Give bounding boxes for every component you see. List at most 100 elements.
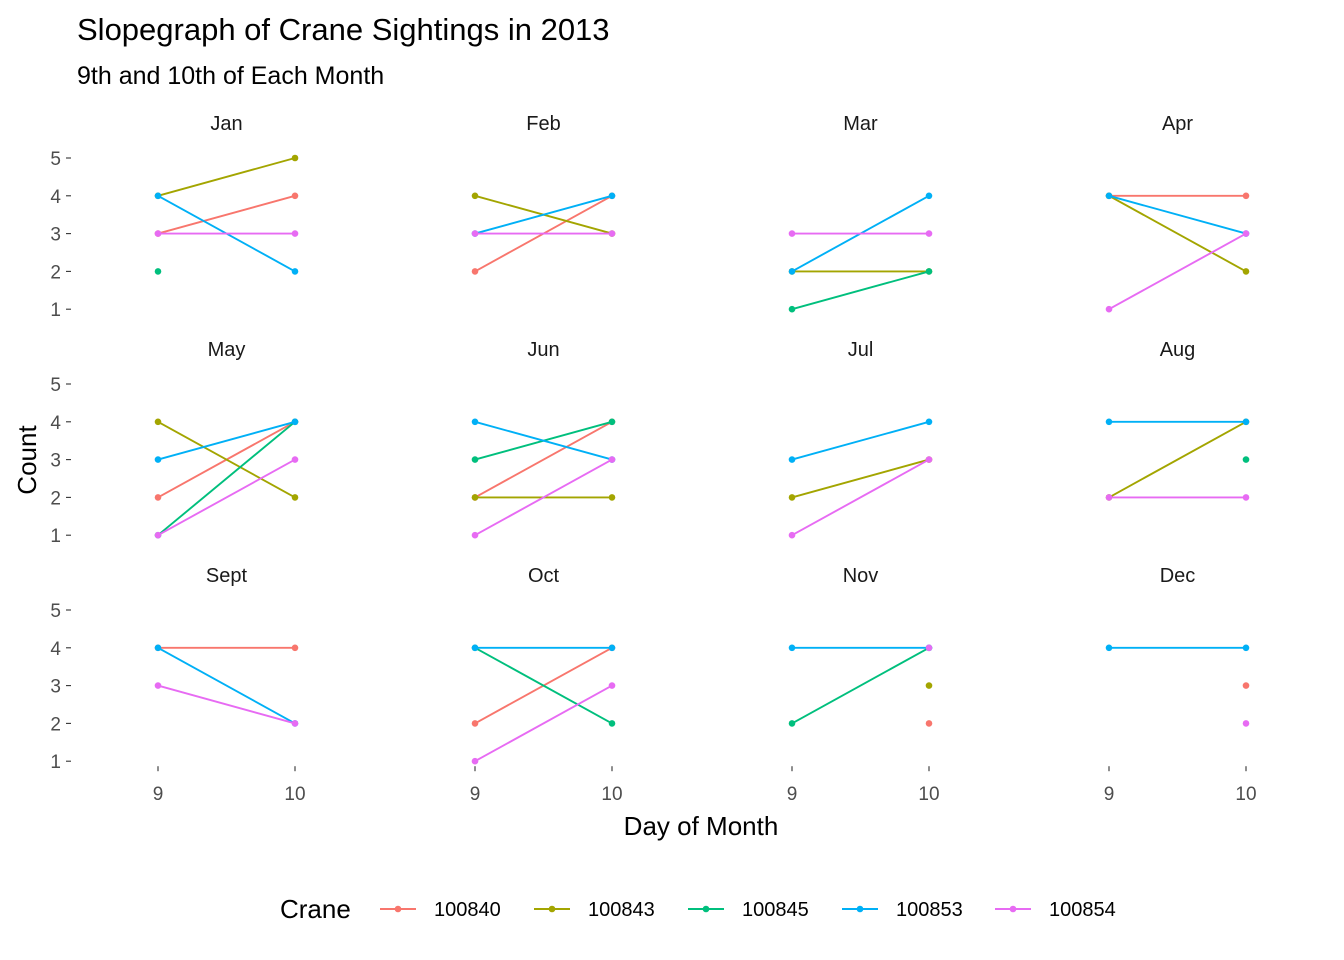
data-point-100854 xyxy=(925,456,933,463)
x-tick-label: 10 xyxy=(284,784,305,805)
data-point-100845 xyxy=(788,720,796,727)
series-line-100843 xyxy=(157,157,296,197)
y-tick-label: 2 xyxy=(50,262,61,283)
strip-label: Nov xyxy=(843,565,879,587)
data-point-100853 xyxy=(291,418,299,426)
strip-label: Sept xyxy=(206,565,248,587)
data-point-100853 xyxy=(788,268,796,275)
x-tick-label: 10 xyxy=(918,784,939,805)
series-line-100854 xyxy=(791,458,930,537)
legend-item-100843: 100843 xyxy=(534,899,655,921)
series-line-100854 xyxy=(1108,232,1247,311)
panel-jan: Jan 1 2 3 4 5 xyxy=(50,113,299,321)
panel-oct: Oct 9 10 xyxy=(470,565,623,805)
data-point-100840 xyxy=(471,268,479,275)
x-tick-label: 9 xyxy=(470,784,481,805)
legend-item-100854: 100854 xyxy=(995,899,1116,921)
data-point-100853 xyxy=(608,644,616,652)
y-tick-label: 3 xyxy=(50,677,61,698)
legend-key-point xyxy=(1009,905,1017,913)
data-point-100845 xyxy=(608,418,616,426)
series-line-100853 xyxy=(791,420,930,461)
panel-apr: Apr xyxy=(1105,113,1250,313)
panel-jun: Jun xyxy=(471,339,616,539)
data-point-100843 xyxy=(291,494,299,501)
data-point-100854 xyxy=(154,230,162,237)
panel-nov: Nov 9 10 xyxy=(787,565,940,805)
data-point-100854 xyxy=(291,456,299,463)
data-point-100840 xyxy=(1242,682,1250,689)
data-point-100845 xyxy=(1242,456,1250,463)
data-point-100840 xyxy=(471,720,479,727)
legend-label: 100853 xyxy=(896,899,963,921)
series-line-100853 xyxy=(157,420,296,461)
y-tick-label: 2 xyxy=(50,714,61,735)
chart-subtitle: 9th and 10th of Each Month xyxy=(77,62,384,90)
series-line-100854 xyxy=(474,458,613,537)
series-line-100845 xyxy=(791,270,930,311)
data-point-100853 xyxy=(1105,644,1113,652)
data-point-100854 xyxy=(1105,494,1113,501)
data-point-100854 xyxy=(925,230,933,237)
data-point-100853 xyxy=(788,644,796,652)
data-point-100840 xyxy=(925,720,933,727)
x-tick-label: 9 xyxy=(153,784,164,805)
data-point-100840 xyxy=(291,644,299,652)
y-axis-title: Count xyxy=(12,425,42,495)
series-line-100843 xyxy=(1108,194,1247,273)
y-tick-label: 5 xyxy=(50,375,61,396)
data-point-100854 xyxy=(1105,305,1113,313)
data-point-100854 xyxy=(471,531,479,539)
y-tick-label: 4 xyxy=(50,413,61,434)
y-tick-label: 5 xyxy=(50,601,61,622)
data-point-100854 xyxy=(154,531,162,539)
panel-may: May 1 2 3 4 5 xyxy=(50,339,299,547)
data-point-100853 xyxy=(925,192,933,200)
panel-mar: Mar xyxy=(788,113,933,313)
data-point-100853 xyxy=(471,644,479,652)
series-line-100845 xyxy=(791,646,930,725)
data-point-100854 xyxy=(291,230,299,237)
data-point-100853 xyxy=(1242,644,1250,652)
data-point-100843 xyxy=(471,192,479,200)
series-line-100853 xyxy=(474,194,613,235)
data-point-100853 xyxy=(471,418,479,426)
data-point-100854 xyxy=(471,757,479,765)
data-point-100853 xyxy=(608,192,616,200)
strip-label: Mar xyxy=(843,113,878,135)
strip-label: Feb xyxy=(526,113,560,135)
data-point-100853 xyxy=(925,418,933,426)
data-point-100854 xyxy=(788,531,796,539)
data-point-100853 xyxy=(154,644,162,652)
data-point-100845 xyxy=(471,456,479,463)
series-line-100853 xyxy=(1108,194,1247,235)
data-point-100854 xyxy=(154,682,162,689)
y-tick-label: 4 xyxy=(50,187,61,208)
panel-aug: Aug xyxy=(1105,339,1250,501)
x-tick-label: 9 xyxy=(1104,784,1115,805)
series-line-100854 xyxy=(157,684,296,725)
legend-label: 100854 xyxy=(1049,899,1116,921)
y-tick-label: 2 xyxy=(50,488,61,509)
data-point-100843 xyxy=(1242,268,1250,275)
legend-item-100845: 100845 xyxy=(688,899,809,921)
data-point-100845 xyxy=(608,720,616,727)
series-line-100843 xyxy=(157,420,296,499)
y-tick-label: 5 xyxy=(50,149,61,170)
panel-jul: Jul xyxy=(788,339,933,539)
y-tick-label: 4 xyxy=(50,639,61,660)
y-tick-label: 1 xyxy=(50,300,61,321)
data-point-100854 xyxy=(788,230,796,237)
chart-title: Slopegraph of Crane Sightings in 2013 xyxy=(77,12,610,47)
series-line-100854 xyxy=(157,458,296,537)
series-line-100853 xyxy=(157,646,296,725)
legend-item-100840: 100840 xyxy=(380,899,501,921)
y-tick-label: 3 xyxy=(50,225,61,246)
panel-sept: Sept 1 2 3 4 5 9 10 xyxy=(50,565,305,805)
data-point-100840 xyxy=(291,192,299,200)
strip-label: Oct xyxy=(528,565,560,587)
legend-item-100853: 100853 xyxy=(842,899,963,921)
data-point-100854 xyxy=(291,720,299,727)
data-point-100843 xyxy=(291,154,299,162)
